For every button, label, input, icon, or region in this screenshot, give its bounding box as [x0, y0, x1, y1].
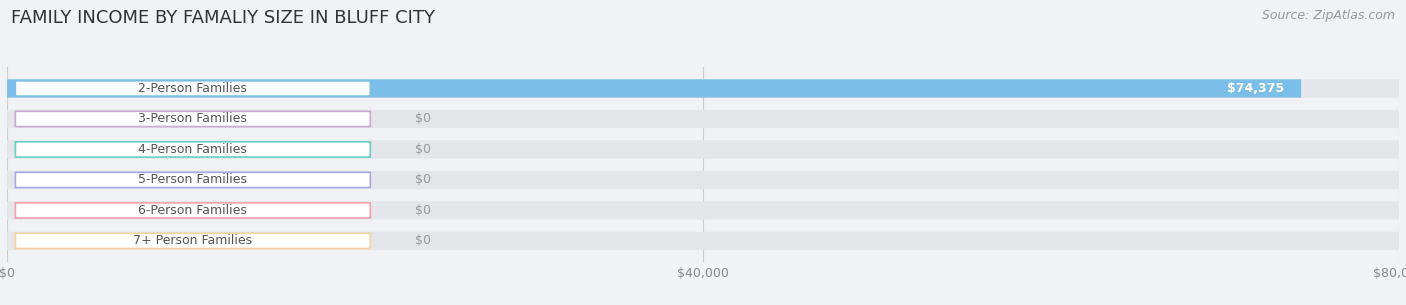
- Text: FAMILY INCOME BY FAMALIY SIZE IN BLUFF CITY: FAMILY INCOME BY FAMALIY SIZE IN BLUFF C…: [11, 9, 436, 27]
- Text: $0: $0: [415, 235, 430, 247]
- Text: $0: $0: [415, 113, 430, 125]
- FancyBboxPatch shape: [15, 111, 370, 127]
- Text: 4-Person Families: 4-Person Families: [138, 143, 247, 156]
- Text: $0: $0: [415, 143, 430, 156]
- Text: 6-Person Families: 6-Person Families: [138, 204, 247, 217]
- FancyBboxPatch shape: [7, 232, 1399, 250]
- Text: Source: ZipAtlas.com: Source: ZipAtlas.com: [1261, 9, 1395, 22]
- FancyBboxPatch shape: [15, 142, 370, 157]
- FancyBboxPatch shape: [7, 201, 1399, 220]
- FancyBboxPatch shape: [15, 233, 370, 249]
- FancyBboxPatch shape: [15, 81, 370, 96]
- FancyBboxPatch shape: [7, 79, 1301, 98]
- Text: 7+ Person Families: 7+ Person Families: [134, 235, 253, 247]
- FancyBboxPatch shape: [7, 79, 1399, 98]
- Text: $74,375: $74,375: [1227, 82, 1285, 95]
- Text: $0: $0: [415, 174, 430, 186]
- FancyBboxPatch shape: [15, 203, 370, 218]
- Text: 2-Person Families: 2-Person Families: [138, 82, 247, 95]
- Text: 5-Person Families: 5-Person Families: [138, 174, 247, 186]
- FancyBboxPatch shape: [7, 171, 1399, 189]
- FancyBboxPatch shape: [15, 172, 370, 188]
- FancyBboxPatch shape: [7, 140, 1399, 159]
- FancyBboxPatch shape: [7, 110, 1399, 128]
- Text: 3-Person Families: 3-Person Families: [138, 113, 247, 125]
- Text: $0: $0: [415, 204, 430, 217]
